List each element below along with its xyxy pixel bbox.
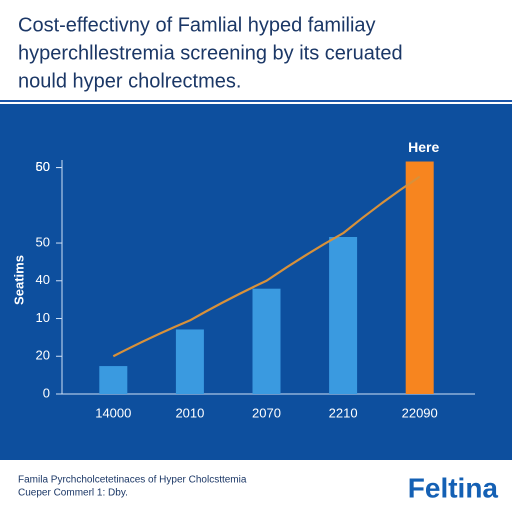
logo: Feltina <box>408 472 499 503</box>
y-tick-label: 0 <box>43 385 50 400</box>
footer: Cueper Commerl 1: Dby. <box>18 488 128 499</box>
trend-line <box>112 175 421 358</box>
bar <box>405 161 434 394</box>
x-tick-label: 2210 <box>329 405 358 420</box>
y-tick-label: 50 <box>36 159 50 174</box>
x-tick-label: 2010 <box>175 405 204 420</box>
y-tick-label: 20 <box>36 348 50 363</box>
annotation: Here <box>408 139 439 155</box>
y-tick-label: 50 <box>36 234 50 249</box>
title: Cost-effectivny of Famlial hyped familia… <box>18 14 376 36</box>
footer: Famila Pyrchcholcetetinaces of Hyper Cho… <box>18 475 247 486</box>
y-tick-label: 40 <box>36 272 50 287</box>
divider <box>0 100 512 102</box>
y-tick-label: 10 <box>36 310 50 325</box>
x-tick-label: 14000 <box>95 405 131 420</box>
x-tick-label: 22090 <box>402 405 438 420</box>
y-axis-label: Seatims <box>11 255 26 305</box>
bar <box>329 236 358 394</box>
x-tick-label: 2070 <box>252 405 281 420</box>
title: hyperchllestremia screening by its cerua… <box>18 42 403 64</box>
bar <box>175 329 204 394</box>
y-tick-label: 60 <box>36 159 50 174</box>
bar <box>252 288 281 394</box>
bar <box>99 366 128 394</box>
title: nould hyper cholrectmes. <box>18 70 241 92</box>
